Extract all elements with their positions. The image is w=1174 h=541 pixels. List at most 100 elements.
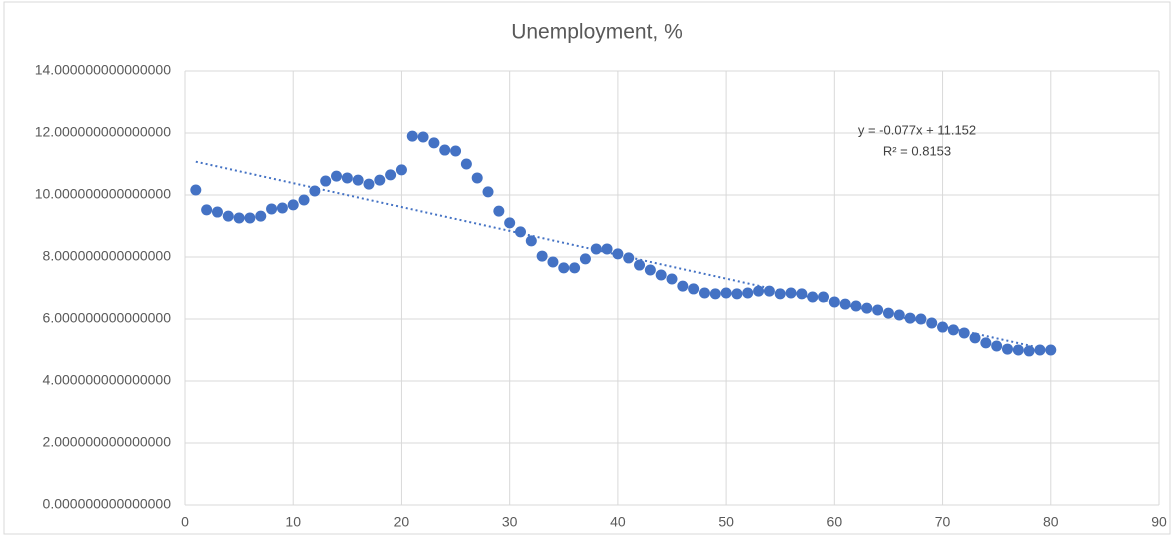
point xyxy=(266,203,278,215)
point xyxy=(309,185,321,197)
x-tick-label: 40 xyxy=(610,514,626,530)
x-tick-label: 50 xyxy=(718,514,734,530)
point xyxy=(385,169,397,181)
point xyxy=(493,205,505,217)
point xyxy=(774,288,786,300)
y-tick-label: 8.000000000000000 xyxy=(43,248,172,264)
point xyxy=(969,332,981,344)
point xyxy=(439,144,451,156)
point xyxy=(991,340,1003,352)
point xyxy=(655,269,667,281)
x-tick-label: 70 xyxy=(935,514,951,530)
trendline-r2: R² = 0.8153 xyxy=(883,143,951,158)
point xyxy=(828,296,840,308)
point xyxy=(850,300,862,312)
point xyxy=(536,250,548,262)
point xyxy=(742,287,754,299)
point xyxy=(406,130,418,142)
point xyxy=(1001,343,1013,355)
point xyxy=(244,212,256,224)
point xyxy=(341,172,353,184)
point xyxy=(287,199,299,211)
point xyxy=(255,210,267,222)
point xyxy=(190,184,202,196)
point xyxy=(579,253,591,265)
point xyxy=(276,202,288,214)
point xyxy=(785,287,797,299)
point xyxy=(709,288,721,300)
point xyxy=(298,194,310,206)
point xyxy=(861,302,873,314)
point xyxy=(201,204,213,216)
point xyxy=(547,256,559,268)
point xyxy=(753,285,765,297)
y-tick-label: 14.000000000000000 xyxy=(35,62,171,78)
point xyxy=(471,172,483,184)
y-tick-label: 10.000000000000000 xyxy=(35,186,171,202)
point xyxy=(958,327,970,339)
y-tick-label: 4.000000000000000 xyxy=(43,372,172,388)
point xyxy=(590,243,602,255)
x-tick-label: 90 xyxy=(1151,514,1167,530)
point xyxy=(698,287,710,299)
point xyxy=(569,262,581,274)
point xyxy=(331,170,343,182)
point xyxy=(558,262,570,274)
point xyxy=(763,285,775,297)
point xyxy=(926,317,938,329)
point xyxy=(211,206,223,218)
point xyxy=(222,210,234,222)
point xyxy=(882,307,894,319)
point xyxy=(796,288,808,300)
point xyxy=(818,291,830,303)
chart-border xyxy=(3,1,1171,535)
point xyxy=(688,283,700,295)
point xyxy=(1012,344,1024,356)
point xyxy=(731,288,743,300)
point xyxy=(1034,344,1046,356)
point xyxy=(644,264,656,276)
point xyxy=(374,174,386,186)
x-tick-label: 80 xyxy=(1043,514,1059,530)
y-tick-label: 2.000000000000000 xyxy=(43,434,172,450)
point xyxy=(395,164,407,176)
point xyxy=(514,226,526,238)
point xyxy=(612,248,624,260)
x-tick-label: 10 xyxy=(285,514,301,530)
point xyxy=(1023,345,1035,357)
point xyxy=(233,212,245,224)
point xyxy=(504,217,516,229)
y-tick-label: 12.000000000000000 xyxy=(35,124,171,140)
chart-title: Unemployment, % xyxy=(511,21,683,44)
point xyxy=(980,337,992,349)
point xyxy=(352,174,364,186)
y-tick-label: 6.000000000000000 xyxy=(43,310,172,326)
point xyxy=(428,137,440,149)
x-tick-label: 60 xyxy=(827,514,843,530)
point xyxy=(937,321,949,333)
point xyxy=(623,252,635,264)
point xyxy=(666,273,678,285)
point xyxy=(482,186,494,198)
trendline xyxy=(195,160,1051,352)
point xyxy=(872,304,884,316)
point xyxy=(947,324,959,336)
trendline-equation: y = -0.077x + 11.152 xyxy=(858,122,976,137)
point xyxy=(893,309,905,321)
point xyxy=(525,235,537,247)
point xyxy=(601,243,613,255)
y-tick-label: 0.000000000000000 xyxy=(43,496,172,512)
point xyxy=(460,158,472,170)
point xyxy=(839,298,851,310)
point xyxy=(417,131,429,143)
x-tick-label: 0 xyxy=(181,514,189,530)
point xyxy=(904,312,916,324)
x-tick-label: 30 xyxy=(502,514,518,530)
point xyxy=(720,287,732,299)
point xyxy=(320,175,332,187)
point xyxy=(450,145,462,157)
point xyxy=(677,280,689,292)
point xyxy=(634,259,646,271)
